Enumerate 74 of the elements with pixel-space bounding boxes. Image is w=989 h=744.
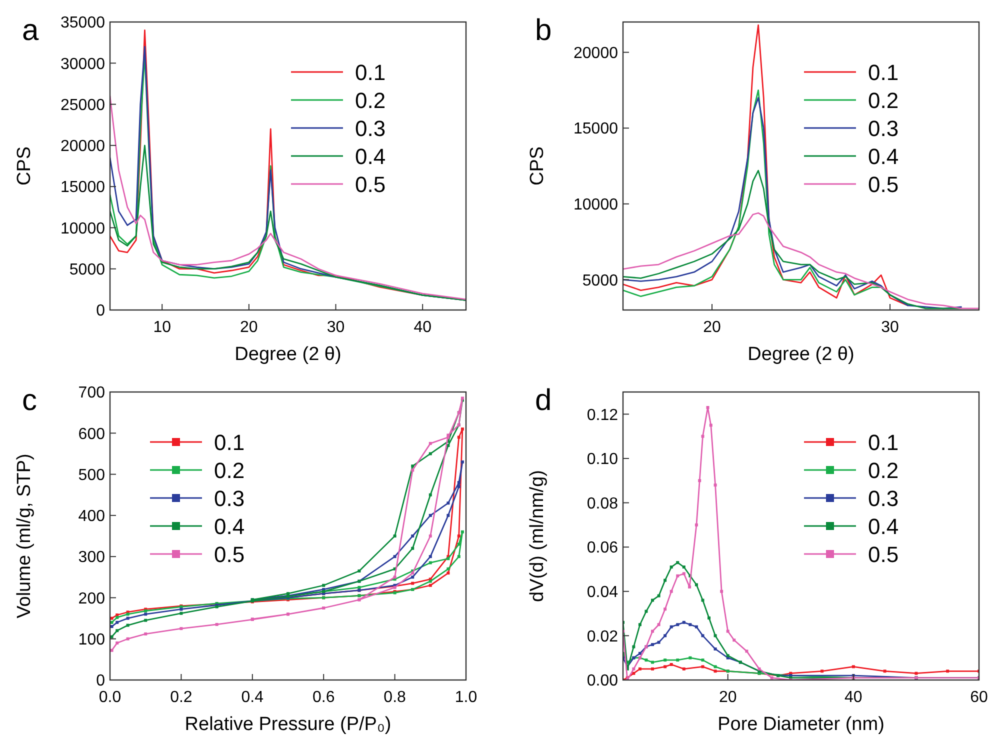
y-tick-label: 0.06 [586,540,618,557]
legend-label: 0.3 [214,486,245,511]
legend-label: 0.1 [868,430,899,455]
x-tick-label: 0.4 [241,689,264,706]
legend-label: 0.4 [868,514,899,539]
y-tick-label: 400 [78,508,106,526]
x-tick-label: 0.6 [312,689,335,706]
y-tick-label: 0.10 [586,451,618,468]
y-tick-label: 15000 [574,120,618,138]
legend-label: 0.2 [214,458,245,483]
y-axis-title: CPS [14,146,35,186]
legend-label: 0.2 [868,88,899,113]
legend-label: 0.2 [868,458,899,483]
y-tick-label: 5000 [69,261,106,278]
legend-label: 0.1 [868,60,899,85]
y-tick-label: 0.04 [586,584,618,601]
x-tick-label: 0.8 [384,689,406,706]
y-tick-label: 700 [78,384,106,402]
y-axis-title: Volume (ml/g, STP) [14,454,35,618]
legend-label: 0.4 [214,514,245,539]
x-tick-label: 30 [881,319,899,336]
y-axis-title: CPS [527,146,548,186]
legend-label: 0.1 [355,60,386,85]
y-tick-label: 0 [96,302,106,320]
legend-label: 0.5 [868,542,899,567]
legend-label: 0.5 [214,542,245,567]
legend-label: 0.2 [355,88,386,113]
x-axis-title: Relative Pressure (P/P₀) [184,714,392,735]
legend-label: 0.5 [355,172,386,197]
legend-label: 0.3 [868,116,899,141]
legend-label: 0.4 [355,144,386,169]
legend-label: 0.1 [214,430,245,455]
x-tick-label: 20 [703,319,721,336]
y-tick-label: 600 [78,426,106,443]
y-tick-label: 10000 [60,220,106,238]
y-tick-label: 0 [96,672,106,690]
chart-title: a [22,14,39,47]
x-axis-title: Degree (2 θ) [234,344,342,365]
y-tick-label: 20000 [60,138,106,156]
x-tick-label: 40 [844,689,862,706]
x-tick-label: 10 [153,319,172,336]
y-tick-label: 25000 [60,96,106,114]
x-tick-label: 1.0 [454,689,478,706]
x-tick-label: 30 [326,319,345,336]
y-tick-label: 30000 [60,56,106,73]
y-tick-label: 0.02 [586,628,618,646]
y-tick-label: 100 [78,631,106,648]
y-tick-label: 5000 [582,272,618,290]
y-tick-label: 0.00 [586,672,618,690]
legend-label: 0.4 [868,144,899,169]
x-tick-label: 20 [240,319,258,336]
chart-title: c [22,384,37,417]
y-tick-label: 10000 [574,196,618,214]
legend-label: 0.5 [868,172,899,197]
x-axis-title: Degree (2 θ) [748,344,854,365]
x-tick-label: 40 [414,319,432,336]
legend-label: 0.3 [868,486,899,511]
y-tick-label: 15000 [60,179,106,196]
y-tick-label: 300 [78,549,106,566]
x-tick-label: 20 [718,689,737,706]
y-tick-label: 0.12 [586,406,618,424]
y-tick-label: 0.08 [586,495,618,512]
chart-title: b [535,14,552,47]
x-tick-label: 0.0 [98,689,122,706]
y-tick-label: 20000 [574,44,618,62]
y-axis-title: dV(d) (ml/nm/g) [527,470,548,602]
x-tick-label: 60 [970,689,988,706]
x-tick-label: 0.2 [170,689,192,706]
chart-title: d [535,384,552,417]
y-tick-label: 200 [78,590,106,608]
y-tick-label: 35000 [60,14,106,32]
y-tick-label: 500 [78,466,106,484]
legend-label: 0.3 [355,116,386,141]
x-axis-title: Pore Diameter (nm) [718,714,884,735]
